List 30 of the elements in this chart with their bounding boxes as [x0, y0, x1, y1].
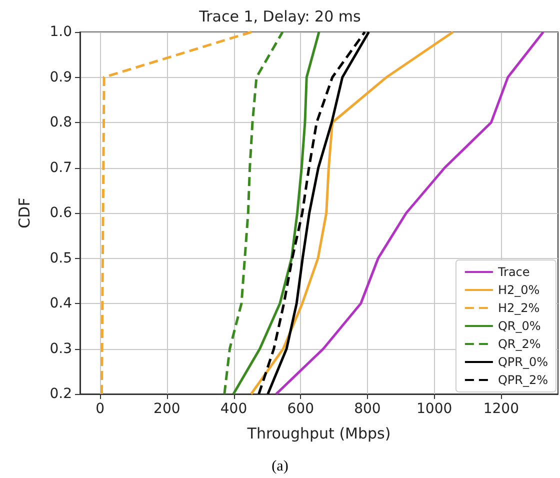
x-tick-label: 400: [220, 401, 248, 417]
x-tick-label: 0: [96, 401, 105, 417]
line-series: [232, 30, 320, 396]
text: (a): [272, 458, 288, 474]
y-tick-label: 0.7: [50, 160, 72, 176]
line-series: [223, 30, 284, 396]
legend-label: QR_2%: [498, 337, 541, 351]
x-tick-label: 200: [154, 401, 180, 417]
legend-label: QPR_2%: [498, 373, 548, 387]
line-series: [250, 30, 454, 396]
legend-label: H2_2%: [498, 301, 540, 315]
x-tick-label: 1000: [416, 401, 452, 417]
y-tick-label: 0.4: [50, 296, 72, 312]
y-axis-title: CDF: [16, 198, 34, 228]
legend-label: Trace: [496, 265, 530, 279]
legend-label: H2_0%: [498, 283, 540, 297]
x-axis-title: Throughput (Mbps): [246, 424, 391, 442]
legend-label: QR_0%: [498, 319, 541, 333]
y-tick-label: 0.6: [50, 205, 72, 221]
y-tick-label: 1.0: [50, 24, 72, 40]
y-tick-label: 0.8: [50, 114, 72, 130]
y-tick-label: 0.9: [50, 69, 72, 86]
x-tick-label: 1200: [483, 401, 519, 417]
x-tick-label: 800: [354, 401, 381, 417]
y-tick-label: 0.3: [50, 340, 72, 357]
y-tick-label: 0.5: [50, 250, 72, 266]
y-tick-label: 0.2: [50, 386, 72, 402]
legend-label: QPR_0%: [498, 355, 548, 369]
chart-title: Trace 1, Delay: 20 ms: [198, 8, 362, 26]
x-tick-label: 600: [287, 401, 314, 417]
